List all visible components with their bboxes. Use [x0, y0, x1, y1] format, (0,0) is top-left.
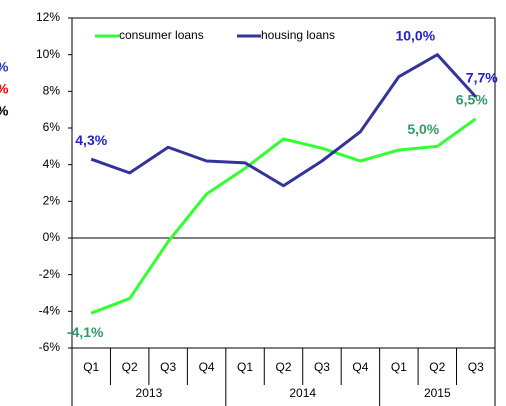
x-tick-label: Q2	[429, 360, 445, 374]
y-tick-label: 2%	[43, 194, 61, 208]
y-tick-label: 0%	[43, 230, 61, 244]
x-tick-label: Q2	[275, 360, 291, 374]
group-label: 2014	[289, 386, 316, 400]
line-series	[90, 117, 477, 315]
x-tick-label: Q1	[391, 360, 407, 374]
value-label: -4,1%	[67, 324, 104, 340]
y-tick-label: 10%	[36, 47, 60, 61]
y-tick-label: 4%	[43, 157, 61, 171]
side-label: %	[0, 81, 9, 97]
plot-frame	[71, 17, 496, 349]
y-tick-label: -2%	[39, 267, 61, 281]
value-label: 7,7%	[466, 70, 498, 86]
value-label: 6,5%	[456, 92, 488, 108]
value-label: 4,3%	[75, 132, 107, 148]
value-label: 5,0%	[407, 121, 439, 137]
line-series	[90, 53, 477, 188]
x-tick-label: Q3	[160, 360, 176, 374]
x-tick-label: Q3	[468, 360, 484, 374]
y-tick-label: 8%	[43, 84, 61, 98]
y-tick-label: -6%	[39, 340, 61, 354]
x-tick-label: Q2	[122, 360, 138, 374]
value-label: 10,0%	[395, 27, 435, 43]
legend-label: housing loans	[261, 28, 335, 42]
side-label: %	[0, 103, 9, 119]
x-tick-label: Q4	[352, 360, 368, 374]
x-tick-label: Q1	[83, 360, 99, 374]
side-label: %	[0, 59, 9, 75]
x-tick-label: Q4	[199, 360, 215, 374]
y-tick-label: -4%	[39, 304, 61, 318]
x-tick-label: Q3	[314, 360, 330, 374]
legend-label: consumer loans	[119, 28, 204, 42]
group-label: 2013	[136, 386, 163, 400]
y-tick-label: 12%	[36, 10, 60, 24]
y-tick-label: 6%	[43, 120, 61, 134]
x-tick-label: Q1	[237, 360, 253, 374]
group-label: 2015	[424, 386, 451, 400]
